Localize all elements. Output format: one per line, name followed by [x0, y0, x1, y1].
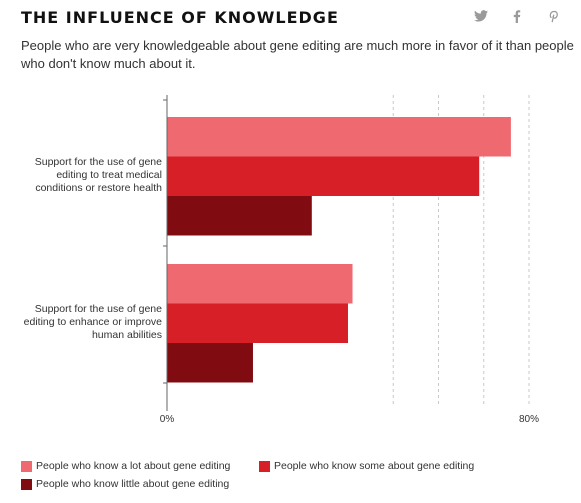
bar-2-series-1 — [167, 264, 353, 304]
bar-2-series-3 — [167, 343, 253, 383]
legend-swatch — [259, 460, 270, 472]
chart-title: THE INFLUENCE OF KNOWLEDGE — [21, 8, 339, 27]
category-label-line: conditions or restore health — [35, 182, 162, 194]
social-share-bar — [473, 8, 561, 24]
legend-swatch — [21, 460, 32, 472]
category-label-line: Support for the use of gene — [34, 156, 162, 168]
bar-2-series-2 — [167, 303, 348, 343]
legend-swatch — [21, 478, 32, 490]
legend-item: People who know some about gene editing — [259, 460, 474, 472]
bar-1-series-2 — [167, 156, 480, 196]
category-label-line: Support for the use of gene — [34, 303, 162, 315]
category-label-line: human abilities — [91, 329, 162, 341]
facebook-icon[interactable] — [509, 8, 525, 24]
legend-item: People who know a lot about gene editing — [21, 460, 230, 472]
category-label-line: editing to enhance or improve — [23, 316, 162, 328]
chart-subtitle: People who are very knowledgeable about … — [21, 38, 574, 71]
bar-1-series-3 — [167, 196, 312, 236]
legend-label: People who know a lot about gene editing — [36, 460, 231, 472]
pinterest-icon[interactable] — [545, 8, 561, 24]
x-tick-label: 0% — [160, 414, 175, 425]
bar-1-series-1 — [167, 117, 511, 157]
legend-label: People who know little about gene editin… — [36, 478, 230, 490]
category-label: Support for the use of gene editing to en… — [22, 303, 162, 342]
category-label-line: editing to treat medical — [56, 169, 162, 181]
legend-label: People who know some about gene editing — [274, 460, 475, 472]
category-label: Support for the use of gene editing to tr… — [22, 156, 162, 195]
twitter-icon[interactable] — [473, 8, 489, 24]
x-tick-label: 80% — [519, 414, 539, 425]
legend-item: People who know little about gene editin… — [21, 478, 229, 490]
